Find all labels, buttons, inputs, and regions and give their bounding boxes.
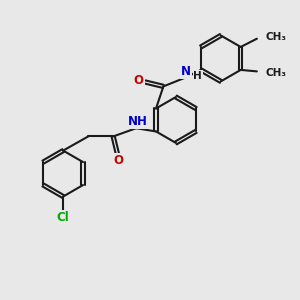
Text: NH: NH bbox=[128, 115, 148, 128]
Text: H: H bbox=[194, 71, 202, 81]
Text: Cl: Cl bbox=[57, 211, 70, 224]
Text: N: N bbox=[181, 65, 191, 78]
Text: O: O bbox=[134, 74, 144, 87]
Text: CH₃: CH₃ bbox=[265, 32, 286, 42]
Text: CH₃: CH₃ bbox=[265, 68, 286, 78]
Text: O: O bbox=[114, 154, 124, 167]
